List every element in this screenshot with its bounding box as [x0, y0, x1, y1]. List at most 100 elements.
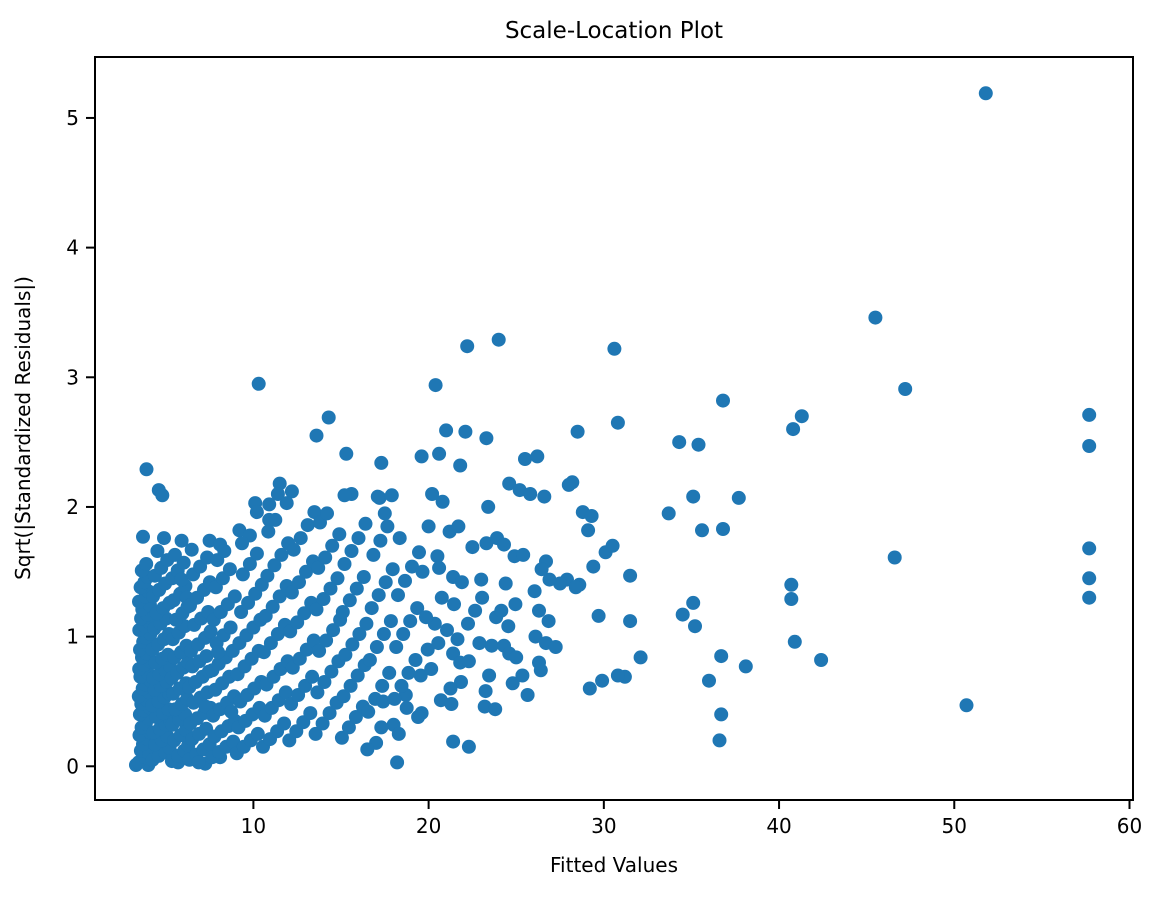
data-point: [484, 638, 499, 653]
data-point: [350, 668, 365, 683]
data-point: [261, 524, 276, 539]
tick-label: 60: [1117, 814, 1142, 838]
data-point: [366, 547, 381, 562]
data-point: [310, 685, 325, 700]
data-point: [311, 560, 326, 575]
tick-label: 50: [942, 814, 967, 838]
data-point: [351, 531, 366, 546]
data-point: [349, 581, 364, 596]
data-point: [412, 545, 426, 560]
data-point: [405, 559, 419, 574]
data-point: [675, 607, 690, 622]
data-point: [297, 606, 312, 621]
data-point: [376, 627, 391, 641]
data-point: [595, 673, 610, 688]
data-point: [334, 730, 349, 745]
data-point: [461, 616, 475, 631]
data-point: [274, 547, 289, 562]
data-point: [330, 571, 345, 586]
data-point: [541, 614, 556, 629]
data-point: [497, 537, 511, 552]
data-point: [515, 668, 530, 683]
data-point: [468, 603, 483, 618]
data-point: [226, 734, 241, 749]
data-point: [532, 603, 546, 618]
data-point: [714, 707, 729, 722]
data-point: [376, 694, 391, 709]
data-point: [419, 610, 433, 625]
data-point: [716, 393, 730, 408]
data-point: [465, 540, 480, 555]
data-point: [443, 681, 458, 696]
tick-label: 5: [66, 106, 79, 130]
data-point: [477, 699, 492, 714]
data-point: [335, 605, 350, 619]
data-point: [370, 489, 385, 504]
data-point: [461, 739, 476, 754]
data-point: [623, 614, 638, 629]
data-point: [383, 614, 398, 629]
data-point: [377, 506, 392, 521]
data-point: [408, 653, 423, 667]
data-point: [530, 449, 545, 464]
data-point: [414, 449, 429, 464]
data-point: [202, 533, 217, 548]
data-point: [374, 455, 389, 470]
data-point: [403, 614, 418, 629]
tick-label: 1: [66, 625, 79, 649]
data-point: [284, 585, 299, 600]
data-point: [570, 424, 585, 439]
data-point: [265, 599, 280, 614]
data-point: [458, 424, 473, 439]
data-point: [1082, 541, 1097, 556]
data-point: [432, 560, 447, 575]
data-point: [420, 642, 435, 657]
data-point: [369, 640, 384, 654]
data-point: [268, 512, 283, 527]
data-point: [435, 494, 450, 509]
data-points-group: [129, 86, 1097, 772]
data-point: [375, 678, 390, 693]
data-point: [251, 376, 266, 391]
data-point: [348, 710, 363, 724]
data-point: [235, 536, 249, 551]
data-point: [784, 592, 799, 606]
data-point: [461, 654, 476, 669]
data-point: [413, 668, 428, 683]
tick-label: 30: [591, 814, 616, 838]
tick-label: 3: [66, 365, 79, 389]
data-point: [898, 382, 913, 396]
data-point: [325, 538, 340, 553]
data-point: [319, 633, 334, 648]
data-point: [279, 496, 294, 511]
data-point: [568, 580, 583, 595]
data-point: [479, 536, 494, 551]
data-point: [321, 410, 336, 425]
data-point: [610, 415, 625, 430]
data-point: [488, 702, 503, 717]
data-point: [272, 589, 287, 604]
data-point: [533, 663, 548, 678]
data-point: [784, 577, 799, 592]
data-point: [267, 558, 282, 573]
data-point: [364, 601, 379, 616]
data-point: [292, 575, 306, 590]
tick-label: 0: [66, 754, 79, 778]
data-point: [481, 499, 496, 514]
data-point: [978, 86, 993, 101]
data-point: [341, 720, 356, 735]
data-point: [167, 547, 182, 562]
data-point: [494, 603, 509, 618]
data-point: [391, 588, 405, 603]
data-point: [222, 562, 237, 577]
data-point: [242, 557, 257, 571]
data-point: [794, 409, 809, 424]
axis-ticks-group: 10 20 30 40 50 60 0 1 2 3 4 5: [66, 106, 1142, 838]
data-point: [731, 490, 746, 505]
data-point: [270, 487, 285, 501]
data-point: [359, 616, 374, 631]
data-point: [174, 572, 189, 587]
data-point: [444, 697, 459, 711]
data-point: [217, 544, 232, 558]
